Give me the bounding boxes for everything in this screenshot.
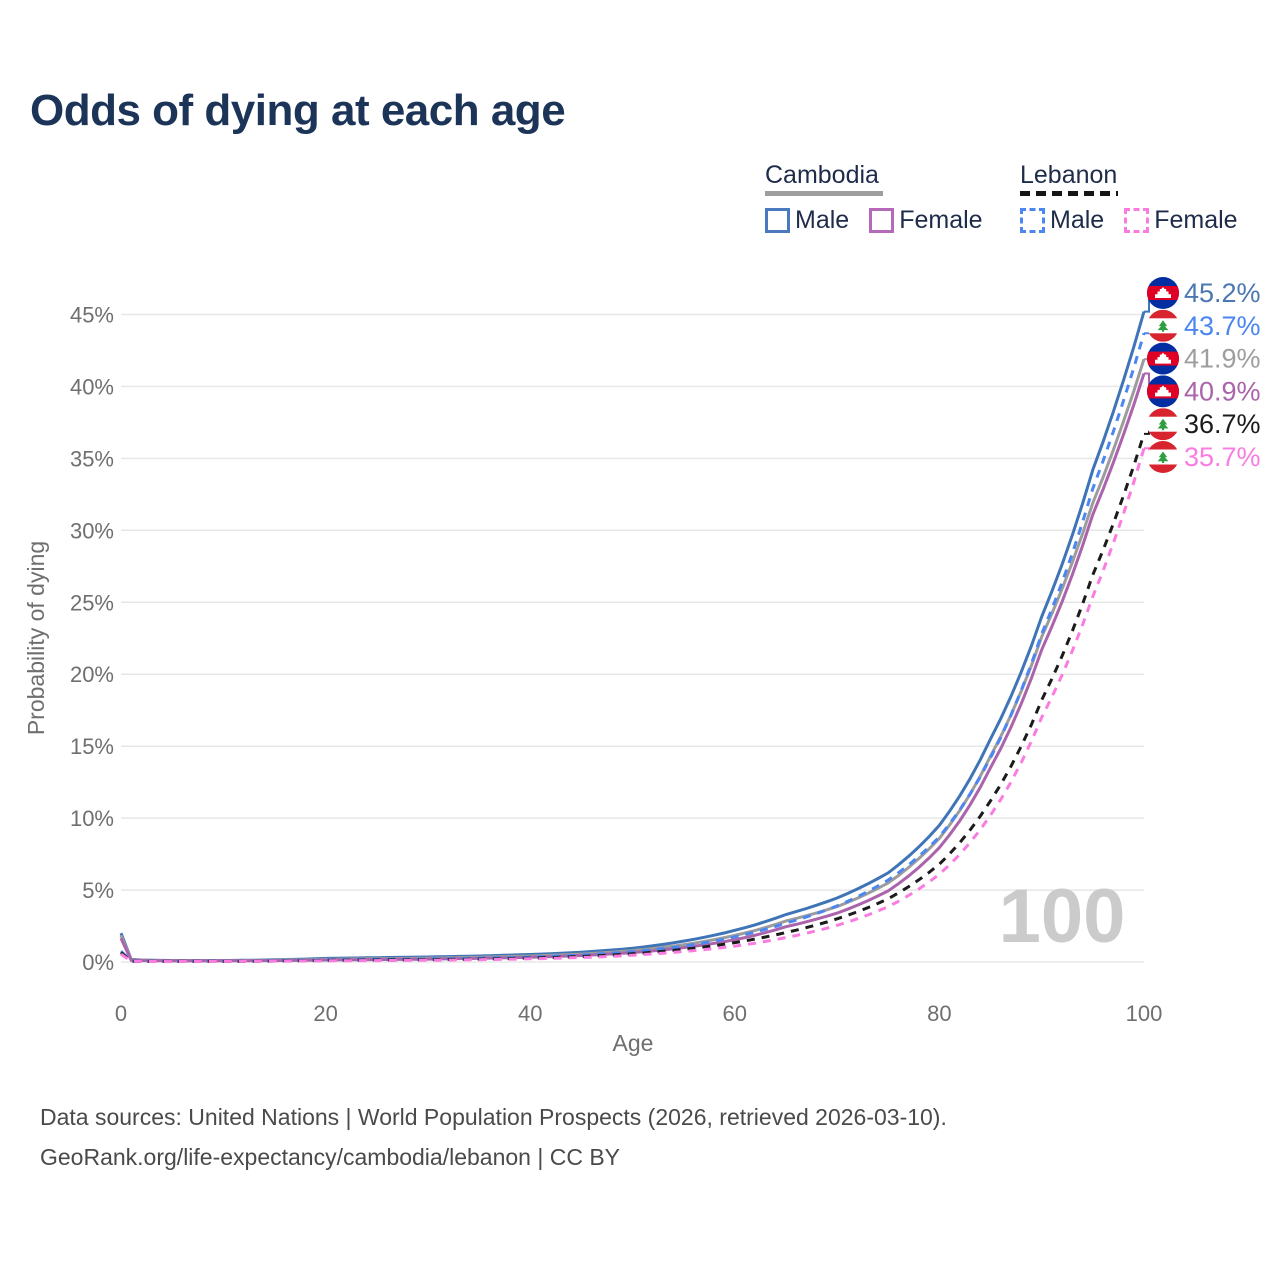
y-tick-label: 10% xyxy=(70,806,114,831)
lebanon-male-swatch xyxy=(1020,208,1045,233)
y-axis-title: Probability of dying xyxy=(23,541,49,735)
x-tick-label: 100 xyxy=(1126,1001,1163,1026)
cambodia-female-swatch xyxy=(869,208,895,233)
series-line-cambodia-both xyxy=(119,358,1146,963)
legend-country-label: Cambodia xyxy=(765,161,879,189)
end-value-label-lebanon-female: 35.7% xyxy=(1184,442,1261,472)
legend-group-lebanon: Lebanon Male Female xyxy=(1020,163,1238,235)
legend-item-cambodia-male[interactable]: Male xyxy=(765,206,849,235)
y-tick-label: 45% xyxy=(70,303,114,328)
series-line-cambodia-male xyxy=(119,311,1146,963)
y-tick-label: 40% xyxy=(70,374,114,399)
legend-item-label: Male xyxy=(795,206,850,234)
cambodia-line-style-sample xyxy=(765,191,883,196)
x-tick-label: 60 xyxy=(723,1001,747,1026)
cambodia-flag-icon xyxy=(1147,277,1179,309)
legend-item-cambodia-female[interactable]: Female xyxy=(869,206,983,235)
lebanon-flag-icon xyxy=(1147,309,1179,342)
lebanon-female-swatch xyxy=(1124,208,1150,233)
data-sources-text: Data sources: United Nations | World Pop… xyxy=(40,1104,947,1130)
legend-item-lebanon-male[interactable]: Male xyxy=(1020,206,1104,235)
age-watermark: 100 xyxy=(999,874,1126,959)
x-tick-label: 40 xyxy=(518,1001,542,1026)
legend-item-label: Female xyxy=(1154,206,1238,234)
cambodia-flag-icon xyxy=(1147,375,1179,408)
y-tick-label: 20% xyxy=(70,662,114,687)
page-title: Odds of dying at each age xyxy=(30,86,566,135)
cambodia-flag-icon xyxy=(1147,342,1179,375)
y-tick-label: 15% xyxy=(70,734,114,759)
end-value-label-lebanon-both: 36.7% xyxy=(1184,409,1261,439)
x-tick-label: 20 xyxy=(313,1001,337,1026)
attribution-link-text: GeoRank.org/life-expectancy/cambodia/leb… xyxy=(40,1144,621,1170)
lebanon-flag-icon xyxy=(1147,441,1179,473)
end-value-label-cambodia-both: 41.9% xyxy=(1184,344,1261,374)
end-value-label-cambodia-female: 40.9% xyxy=(1184,376,1261,406)
end-value-label-cambodia-male: 45.2% xyxy=(1184,278,1261,308)
y-tick-label: 5% xyxy=(82,878,114,903)
series-line-lebanon-female xyxy=(120,447,1146,964)
lebanon-flag-icon xyxy=(1147,408,1179,441)
cambodia-male-swatch xyxy=(765,208,790,233)
y-tick-label: 30% xyxy=(70,518,114,543)
x-tick-label: 0 xyxy=(115,1001,127,1026)
legend-country-label: Lebanon xyxy=(1020,161,1118,189)
y-tick-label: 0% xyxy=(82,950,114,975)
lebanon-line-style-sample xyxy=(1020,191,1118,196)
legend-item-label: Male xyxy=(1050,206,1105,234)
legend-group-cambodia: Cambodia Male Female xyxy=(765,163,983,235)
series-line-lebanon-male xyxy=(119,332,1146,963)
legend-item-lebanon-female[interactable]: Female xyxy=(1124,206,1238,235)
end-value-label-lebanon-male: 43.7% xyxy=(1184,311,1261,341)
series-line-cambodia-female xyxy=(119,373,1146,963)
legend-item-label: Female xyxy=(899,206,983,234)
x-axis-title: Age xyxy=(613,1030,654,1056)
y-tick-label: 35% xyxy=(70,446,114,471)
y-tick-label: 25% xyxy=(70,590,114,615)
x-tick-label: 80 xyxy=(927,1001,951,1026)
series-line-lebanon-both xyxy=(120,433,1146,963)
